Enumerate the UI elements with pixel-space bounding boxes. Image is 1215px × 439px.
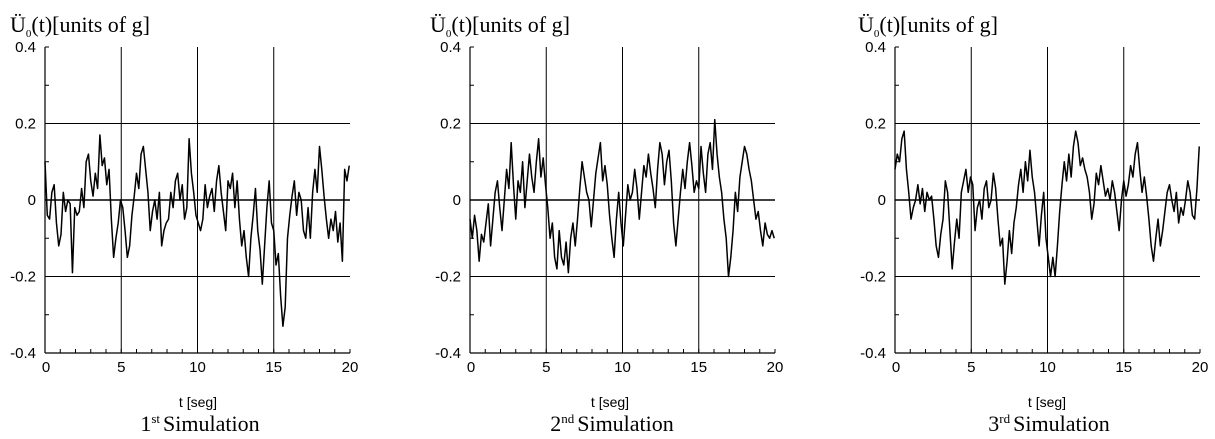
panel-caption: 3rd Simulation [988, 411, 1109, 436]
y-tick-label: 0 [28, 192, 36, 209]
y-tick-label: -0.4 [10, 345, 36, 362]
y-tick-label: -0.2 [860, 269, 886, 286]
y-axis-label: Ü0(t)[units of g] [430, 12, 570, 40]
y-tick-label: -0.2 [10, 269, 36, 286]
series-line [469, 118, 775, 278]
x-tick-label: 15 [265, 359, 282, 376]
x-tick-label: 10 [189, 359, 206, 376]
y-tick-label: -0.2 [435, 269, 461, 286]
y-tick-label: 0 [453, 192, 461, 209]
x-tick-label: 0 [467, 359, 475, 376]
x-tick-label: 5 [967, 359, 975, 376]
panel-3rd-simulation: Ü0(t)[units of g] -0.4 -0.2 0 0.2 0.4 0 5 10 15 2… [858, 12, 1208, 436]
series-line [44, 134, 350, 327]
x-tick-label: 15 [690, 359, 707, 376]
x-tick-label: 20 [767, 359, 784, 376]
x-tick-label: 20 [1192, 359, 1209, 376]
x-axis-label: t [seg] [1028, 394, 1066, 410]
x-axis-label: t [seg] [591, 394, 629, 410]
x-tick-label: 20 [342, 359, 359, 376]
y-tick-label: 0.2 [865, 116, 886, 133]
panel-caption: 1st Simulation [140, 411, 259, 436]
x-tick-label: 5 [117, 359, 125, 376]
x-tick-label: 10 [614, 359, 631, 376]
panel-1st-simulation: Ü0(t)[units of g] -0.4 -0.2 0 0.2 0.4 0 5 10 15 2… [10, 12, 358, 436]
x-axis-label: t [seg] [179, 394, 217, 410]
y-axis-label: Ü0(t)[units of g] [10, 12, 150, 40]
y-tick-label: 0.2 [15, 116, 36, 133]
x-tick-label: 5 [542, 359, 550, 376]
panel-caption: 2nd Simulation [550, 411, 674, 436]
panel-2nd-simulation: Ü0(t)[units of g] -0.4 -0.2 0 0.2 0.4 0 5 10 15 2… [430, 12, 783, 436]
y-tick-label: 0 [878, 192, 886, 209]
y-tick-label: 0.4 [865, 39, 886, 56]
y-tick-label: -0.4 [435, 345, 461, 362]
y-tick-label: 0.4 [15, 39, 36, 56]
series-line [894, 130, 1200, 285]
y-tick-label: -0.4 [860, 345, 886, 362]
y-tick-label: 0.4 [440, 39, 461, 56]
x-tick-label: 0 [42, 359, 50, 376]
y-axis-label: Ü0(t)[units of g] [858, 12, 998, 40]
y-tick-label: 0.2 [440, 116, 461, 133]
x-tick-label: 0 [892, 359, 900, 376]
x-tick-label: 10 [1039, 359, 1056, 376]
x-tick-label: 15 [1115, 359, 1132, 376]
